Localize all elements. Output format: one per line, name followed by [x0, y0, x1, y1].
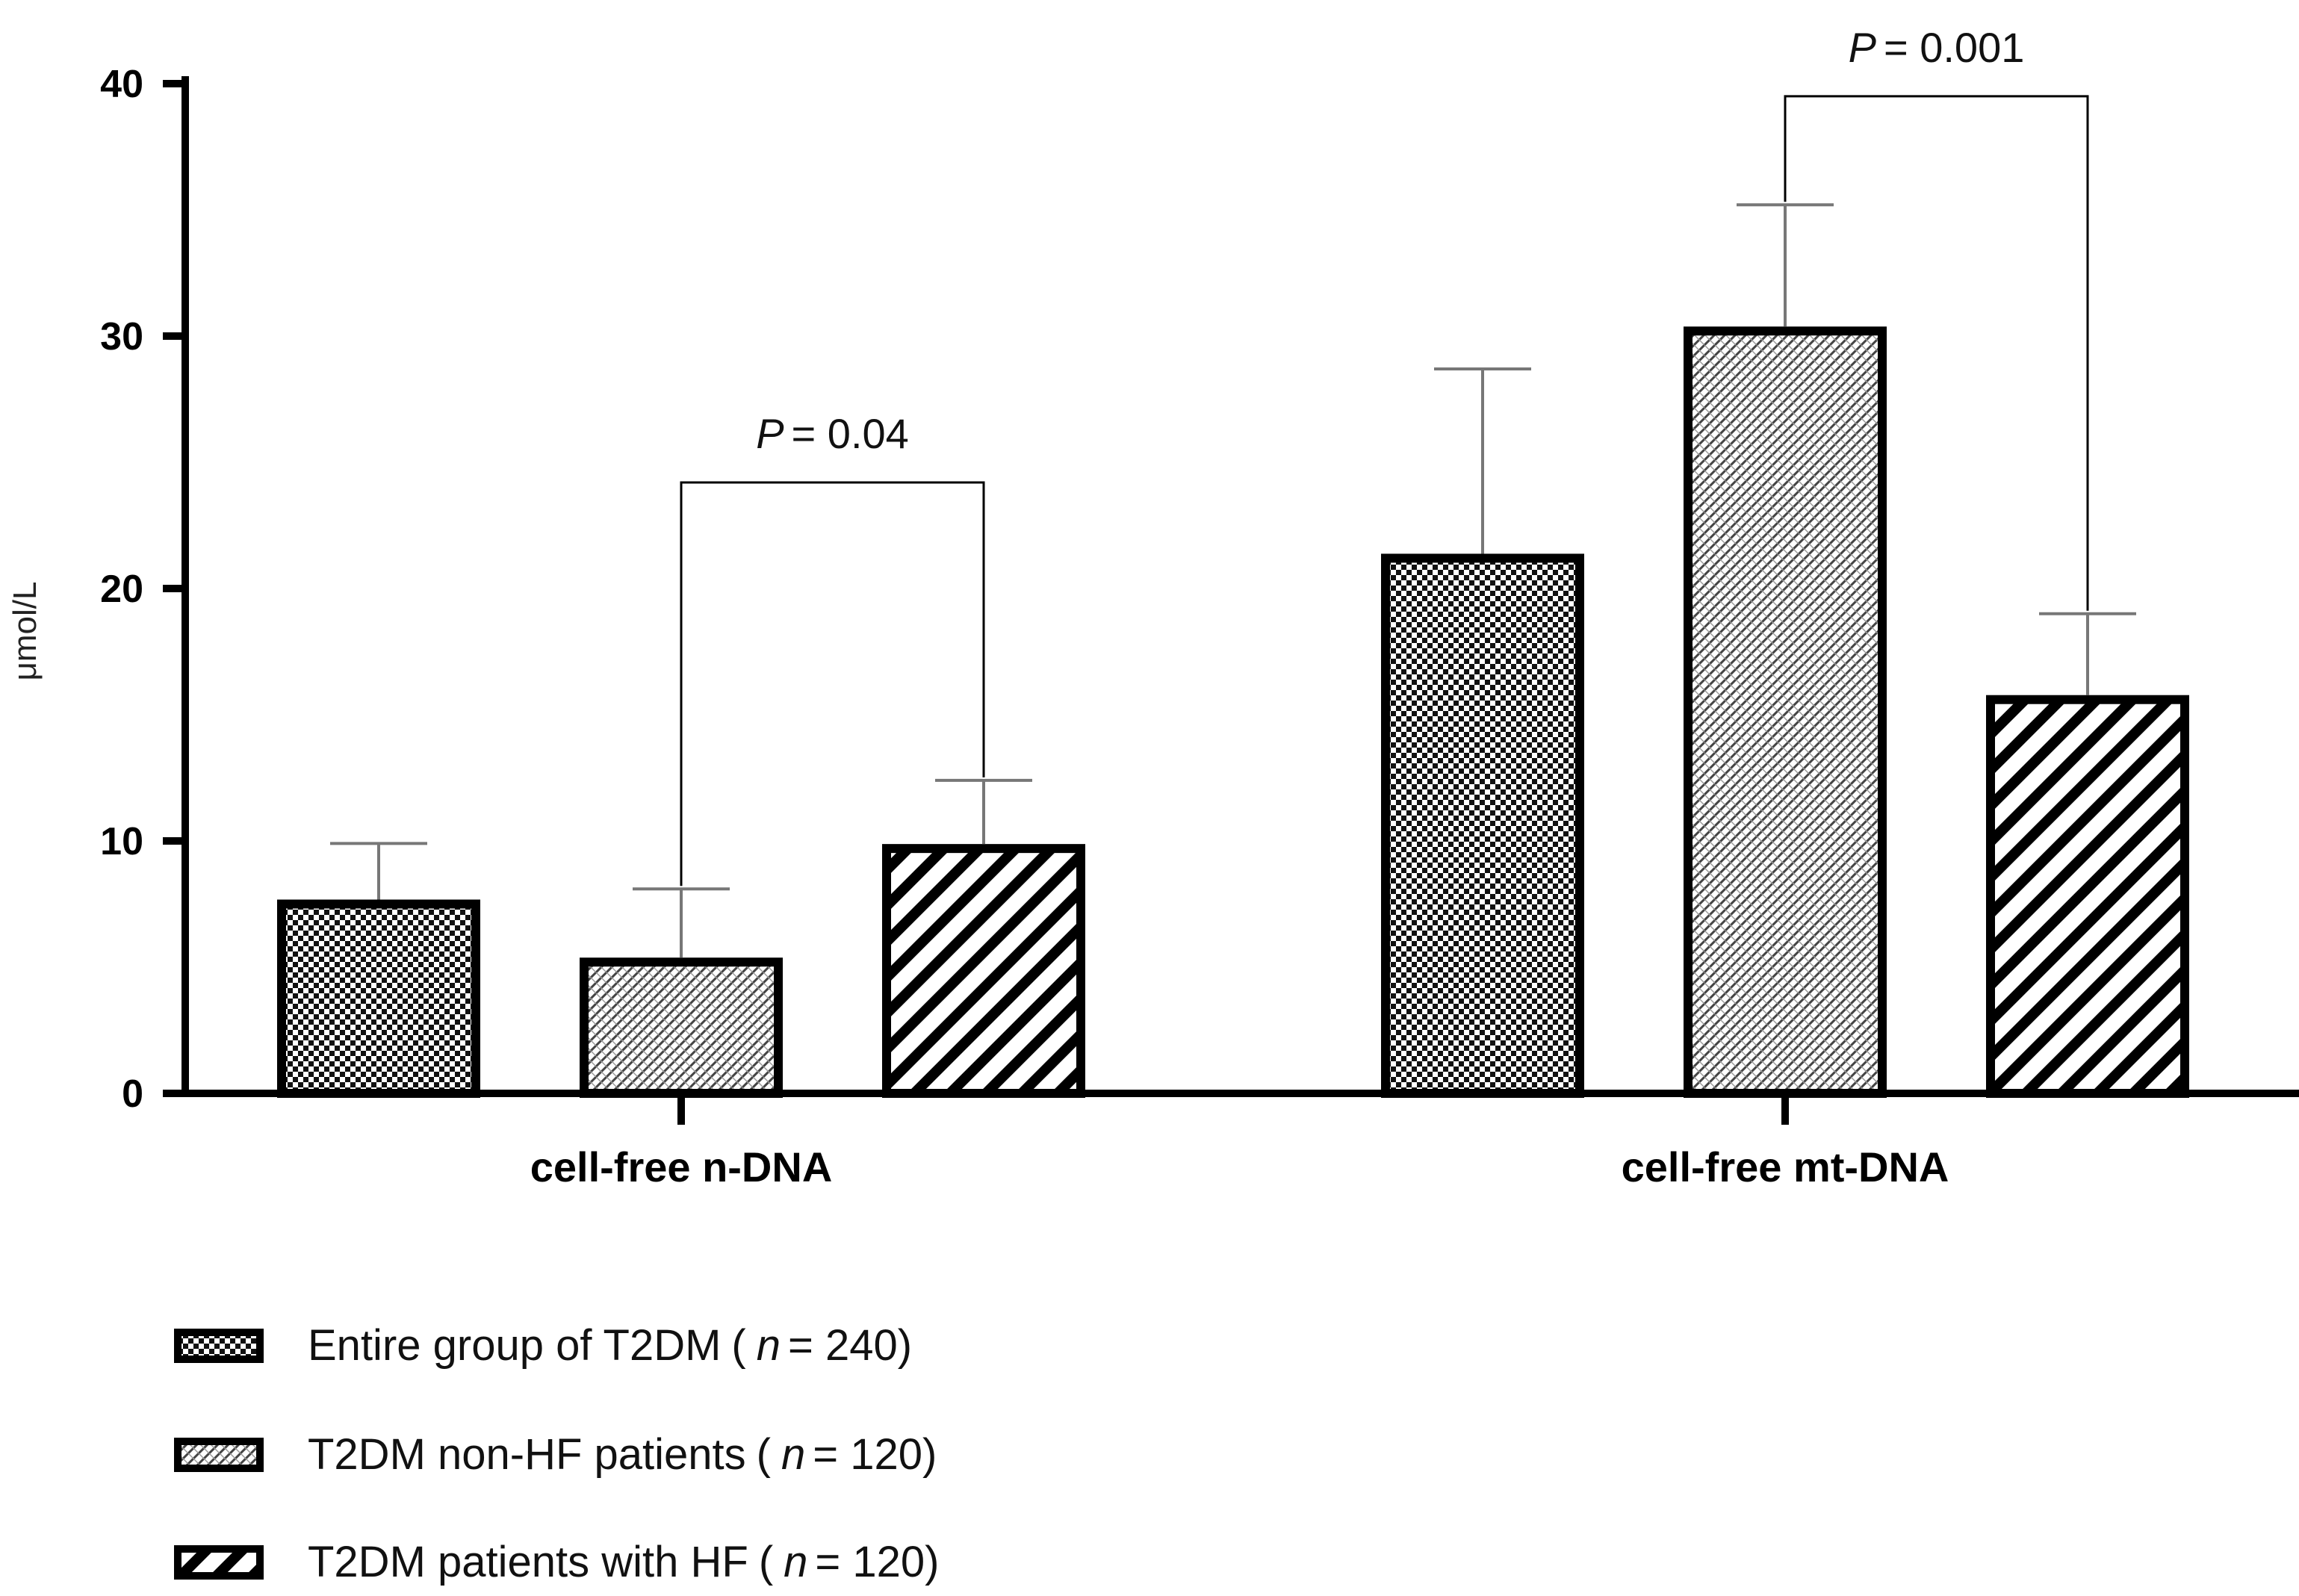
- p-value-label: P = 0.001: [1849, 24, 2025, 71]
- bar: [1684, 326, 1887, 1098]
- p-text: = 0.001: [1884, 24, 2024, 71]
- x-tick-label: cell-free n-DNA: [530, 1143, 833, 1190]
- legend-n-value: = 240): [788, 1321, 912, 1370]
- legend-series-name: Entire group of T2DM: [308, 1321, 721, 1370]
- legend-entry-label: T2DM patients with HF(n = 120): [308, 1538, 940, 1586]
- legend-n-value: = 120): [815, 1538, 939, 1586]
- bar-series-group: [277, 326, 2189, 1098]
- x-axis: cell-free n-DNA cell-free mt-DNA: [182, 1090, 2299, 1190]
- y-tick-label: 10: [100, 820, 143, 863]
- legend-n-label: n: [781, 1430, 805, 1479]
- y-axis: 0 10 20 30 40 μmol/L: [7, 63, 189, 1116]
- p-symbol: P: [756, 410, 784, 457]
- bar: [1986, 695, 2189, 1098]
- x-tick-group: cell-free n-DNA cell-free mt-DNA: [530, 1093, 1949, 1190]
- bar: [1381, 553, 1584, 1098]
- p-value-label: P = 0.04: [756, 410, 909, 457]
- legend-swatch: [174, 1438, 264, 1472]
- legend-series-name: T2DM patients with HF: [308, 1538, 748, 1586]
- legend-paren: (: [731, 1321, 745, 1370]
- legend-swatch: [174, 1545, 264, 1580]
- bar: [882, 844, 1085, 1098]
- significance-bracket: [680, 481, 985, 887]
- legend-swatch: [174, 1329, 264, 1363]
- y-tick-label: 20: [100, 568, 143, 611]
- p-text: = 0.04: [792, 410, 909, 457]
- significance-bracket: [1784, 95, 2089, 611]
- p-symbol: P: [1849, 24, 1876, 71]
- y-tick-label: 30: [100, 315, 143, 358]
- y-tick-group: 0 10 20 30 40: [100, 63, 185, 1116]
- legend-n-label: n: [757, 1321, 781, 1370]
- error-bar-group: [330, 203, 2136, 958]
- y-axis-label: μmol/L: [7, 582, 43, 681]
- legend-entry-label: Entire group of T2DM(n = 240): [308, 1321, 912, 1370]
- x-tick-label: cell-free mt-DNA: [1622, 1143, 1949, 1190]
- legend-paren: (: [757, 1430, 771, 1479]
- y-tick-label: 40: [100, 63, 143, 106]
- bar: [277, 899, 480, 1098]
- legend-paren: (: [759, 1538, 773, 1586]
- significance-annotation-group: P = 0.04P = 0.001: [680, 24, 2089, 887]
- y-tick-label: 0: [122, 1072, 143, 1116]
- legend-series-name: T2DM non-HF patients: [308, 1430, 746, 1479]
- legend-entry-label: T2DM non-HF patients(n = 120): [308, 1430, 937, 1479]
- legend-n-label: n: [784, 1538, 807, 1586]
- legend: Entire group of T2DM(n = 240)T2DM non-HF …: [174, 1321, 940, 1586]
- bar: [580, 957, 783, 1098]
- legend-n-value: = 120): [813, 1430, 937, 1479]
